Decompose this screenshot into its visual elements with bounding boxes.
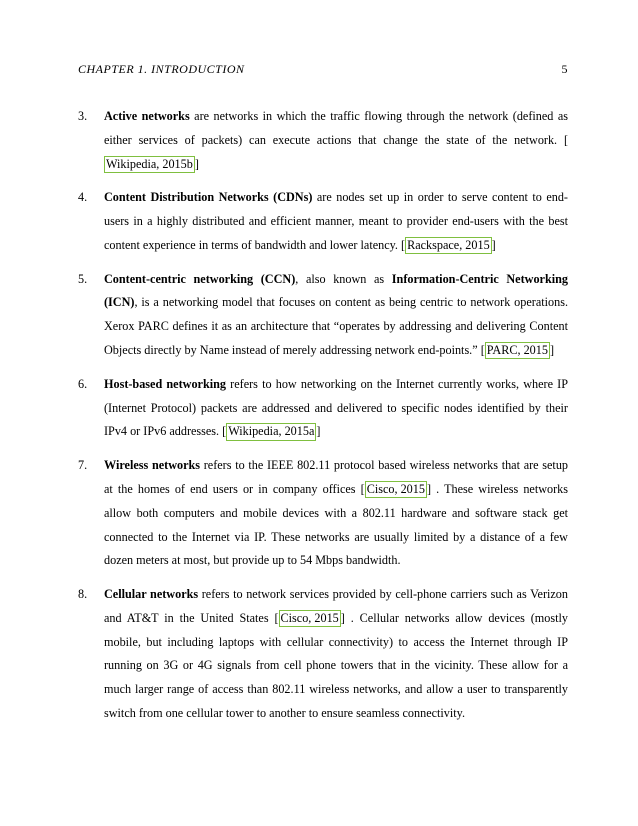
item-number: 8. xyxy=(78,583,87,607)
list-item: 7.Wireless networks refers to the IEEE 8… xyxy=(78,454,568,573)
list-item: 3.Active networks are networks in which … xyxy=(78,105,568,176)
item-number: 4. xyxy=(78,186,87,210)
item-number: 7. xyxy=(78,454,87,478)
running-head: CHAPTER 1. INTRODUCTION 5 xyxy=(78,62,568,77)
term: Host-based networking xyxy=(104,377,226,391)
body-text: . Cellular networks allow devices (mostl… xyxy=(104,611,568,720)
page: CHAPTER 1. INTRODUCTION 5 3. Active netwo… xyxy=(0,0,638,826)
term: Active networks xyxy=(104,109,190,123)
term: Wireless networks xyxy=(104,458,200,472)
term: Cellular networks xyxy=(104,587,198,601)
term: Content-centric networking (CCN) xyxy=(104,272,295,286)
item-number: 6. xyxy=(78,373,87,397)
citation-link[interactable]: Cisco, 2015 xyxy=(279,610,341,627)
citation-link[interactable]: Wikipedia, 2015a xyxy=(226,423,316,440)
list-item: 4.Content Distribution Networks (CDNs) a… xyxy=(78,186,568,257)
list-item: 5. Content-centric networking (CCN), also… xyxy=(78,268,568,363)
citation-link[interactable]: PARC, 2015 xyxy=(485,342,550,359)
list-item: 6.Host-based networking refers to how ne… xyxy=(78,373,568,444)
body-text: , also known as xyxy=(295,272,392,286)
citation-link[interactable]: Cisco, 2015 xyxy=(365,481,427,498)
item-number: 5. xyxy=(78,268,87,292)
citation-link[interactable]: Wikipedia, 2015b xyxy=(104,156,195,173)
citation-link[interactable]: Rackspace, 2015 xyxy=(405,237,492,254)
definitions-list: 3.Active networks are networks in which … xyxy=(78,105,568,726)
term: Content Distribution Networks (CDNs) xyxy=(104,190,312,204)
chapter-running-head: CHAPTER 1. INTRODUCTION xyxy=(78,62,245,77)
page-number: 5 xyxy=(562,62,569,77)
list-item: 8.Cellular networks refers to network se… xyxy=(78,583,568,726)
item-number: 3. xyxy=(78,105,87,129)
